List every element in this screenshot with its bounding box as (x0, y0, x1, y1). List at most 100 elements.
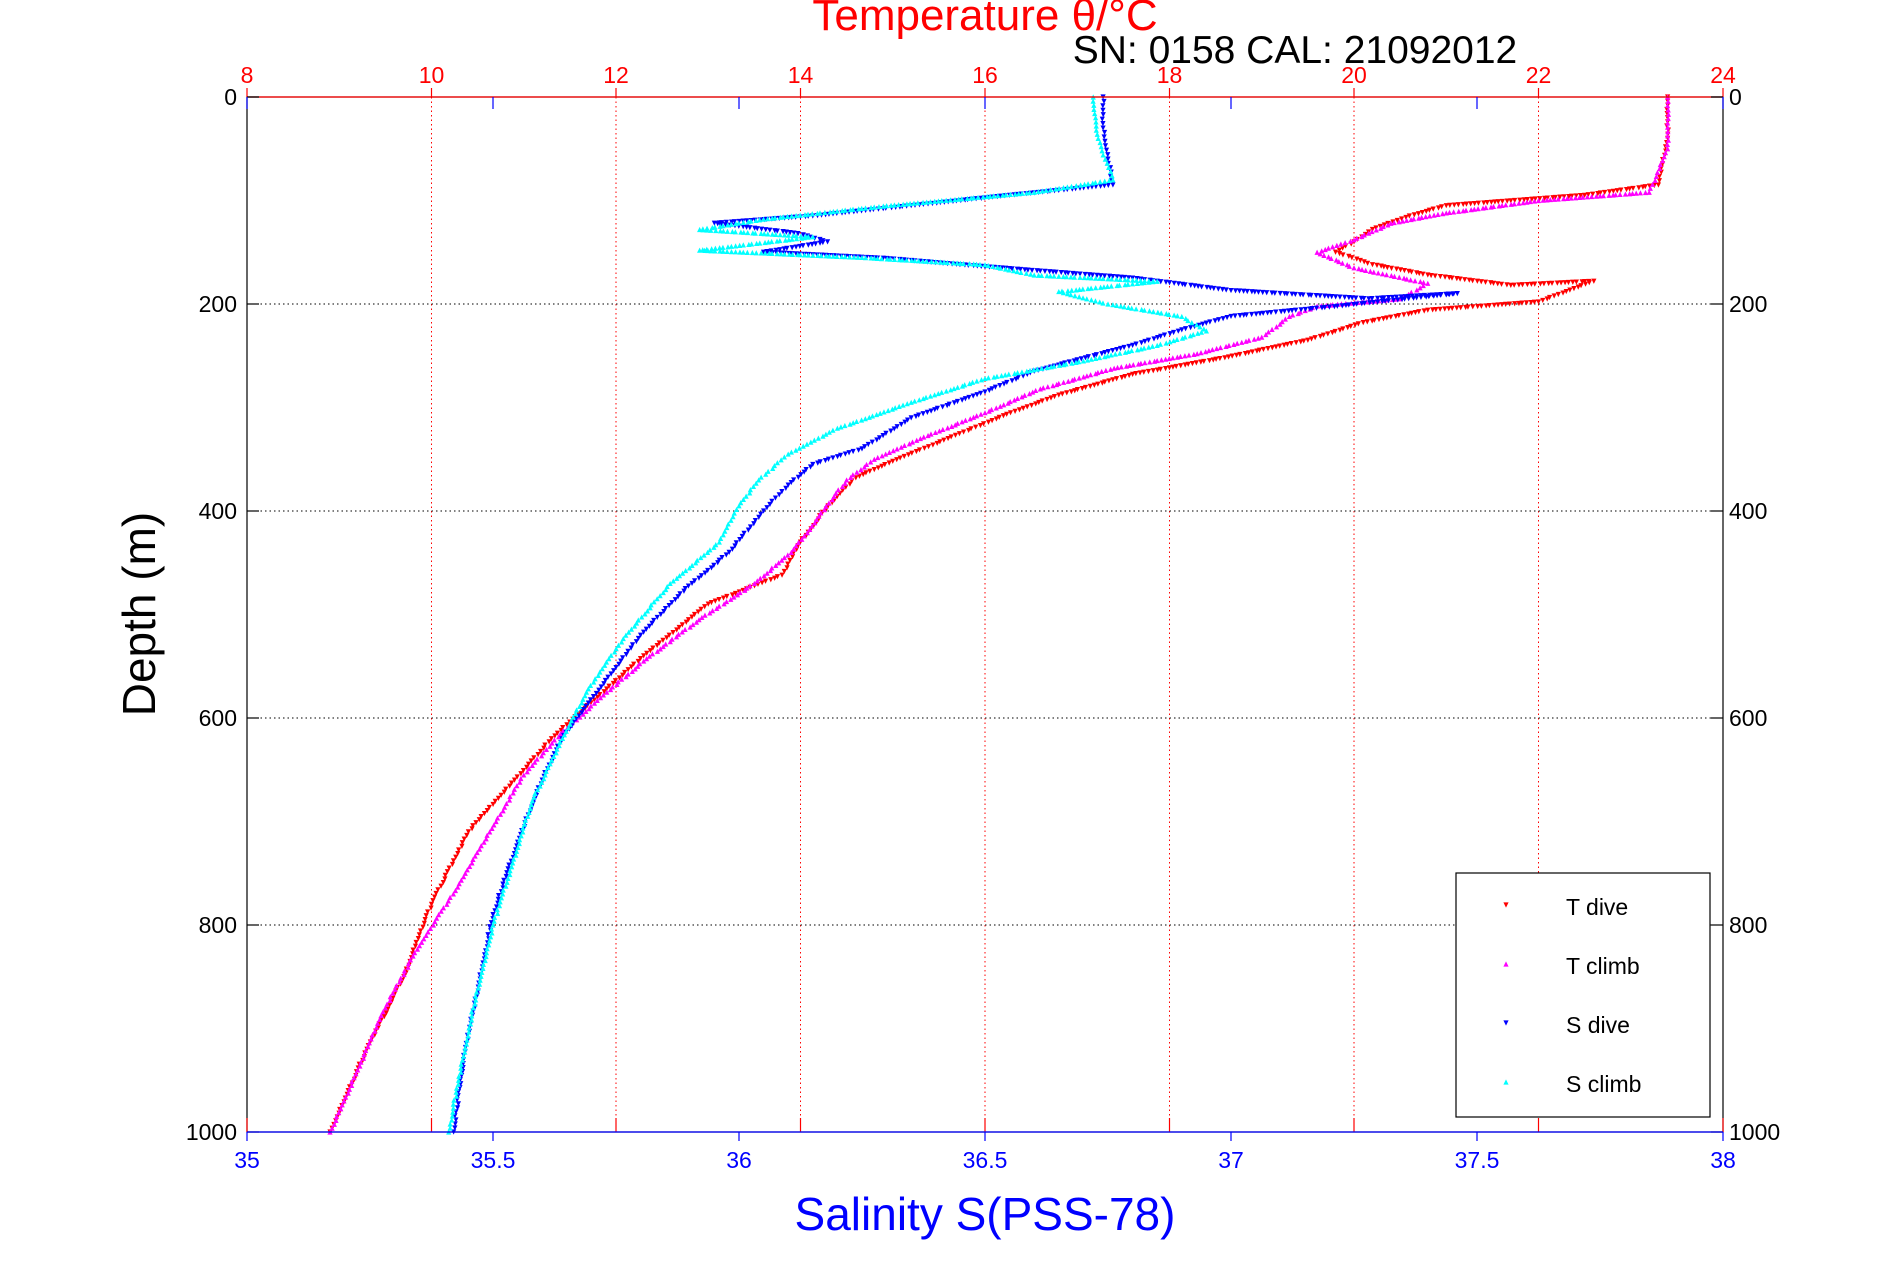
data-point (1082, 355, 1089, 361)
data-point (822, 457, 829, 464)
data-point (1568, 195, 1574, 201)
data-point (1034, 366, 1040, 372)
data-point (821, 506, 827, 513)
data-point (462, 1045, 468, 1051)
salinity-tick-label: 36.5 (963, 1147, 1008, 1173)
data-point (1094, 272, 1100, 278)
data-point (591, 697, 597, 703)
data-point (1369, 318, 1375, 324)
data-point (1100, 112, 1106, 118)
data-point (784, 565, 790, 571)
data-point (1191, 351, 1197, 357)
data-point (764, 505, 770, 511)
data-point (1012, 408, 1018, 414)
data-point (885, 407, 891, 414)
data-point (1042, 268, 1048, 274)
data-point (1007, 191, 1013, 198)
data-point (1091, 102, 1097, 108)
data-point (401, 968, 408, 974)
data-point (1126, 372, 1132, 379)
data-point (1039, 365, 1045, 371)
data-point (1435, 205, 1442, 211)
data-point (823, 431, 829, 437)
data-point (1138, 346, 1144, 352)
data-point (451, 1097, 457, 1103)
data-point (500, 808, 506, 814)
data-point (1100, 121, 1106, 127)
data-point (894, 424, 900, 430)
data-point (962, 396, 969, 402)
data-point (856, 206, 862, 212)
data-point (1284, 291, 1290, 297)
data-point (1195, 330, 1201, 336)
data-point (431, 894, 438, 900)
data-point (1254, 348, 1260, 354)
data-point (559, 735, 566, 741)
data-point (1024, 368, 1030, 374)
data-point (453, 1089, 459, 1095)
data-point (834, 425, 840, 431)
data-point (510, 790, 516, 796)
data-point (622, 669, 628, 676)
data-point (552, 733, 558, 739)
data-point (847, 254, 853, 260)
data-point (1508, 282, 1514, 288)
data-point (1166, 365, 1173, 371)
data-point (723, 552, 729, 558)
data-point (1031, 367, 1037, 373)
data-point (1000, 192, 1006, 198)
data-point (1475, 206, 1481, 212)
data-point (1118, 364, 1124, 370)
data-point (982, 389, 988, 395)
data-point (1388, 220, 1394, 226)
data-point (977, 422, 984, 429)
data-point (940, 404, 946, 410)
data-point (1375, 270, 1381, 276)
data-point (952, 422, 958, 428)
data-point (462, 870, 468, 876)
data-point (687, 624, 693, 630)
data-point (610, 680, 616, 687)
data-point (733, 243, 739, 249)
data-point (1442, 306, 1448, 312)
data-point (1516, 282, 1522, 288)
data-point (1602, 189, 1608, 196)
data-point (959, 383, 966, 389)
data-point (728, 596, 734, 602)
data-point (612, 678, 619, 684)
data-point (954, 398, 961, 405)
data-point (1260, 346, 1267, 353)
data-point (1393, 313, 1399, 320)
data-point (1499, 198, 1506, 205)
data-point (1336, 247, 1343, 253)
data-point (1575, 284, 1581, 290)
data-point (1337, 294, 1343, 300)
data-point (529, 762, 535, 768)
data-point (1061, 361, 1067, 368)
data-point (477, 977, 483, 983)
data-point (1468, 201, 1474, 207)
data-point (1206, 358, 1213, 364)
data-point (896, 403, 902, 410)
data-point (997, 265, 1004, 271)
data-point (757, 240, 763, 246)
data-point (1352, 322, 1358, 328)
data-point (1391, 219, 1397, 226)
data-point (948, 434, 954, 440)
data-point (1088, 356, 1094, 362)
data-point (484, 946, 490, 952)
data-point (1540, 197, 1546, 203)
data-point (1255, 335, 1261, 341)
data-point (1384, 265, 1390, 271)
data-point (1100, 275, 1106, 282)
data-point (868, 204, 874, 211)
data-point (1241, 312, 1247, 318)
data-point (651, 617, 657, 624)
data-point (871, 467, 877, 473)
data-point (1544, 197, 1550, 203)
data-point (468, 1017, 475, 1023)
data-point (1108, 283, 1114, 289)
data-point (405, 960, 412, 967)
data-point (339, 1102, 345, 1108)
data-point (1307, 306, 1313, 312)
